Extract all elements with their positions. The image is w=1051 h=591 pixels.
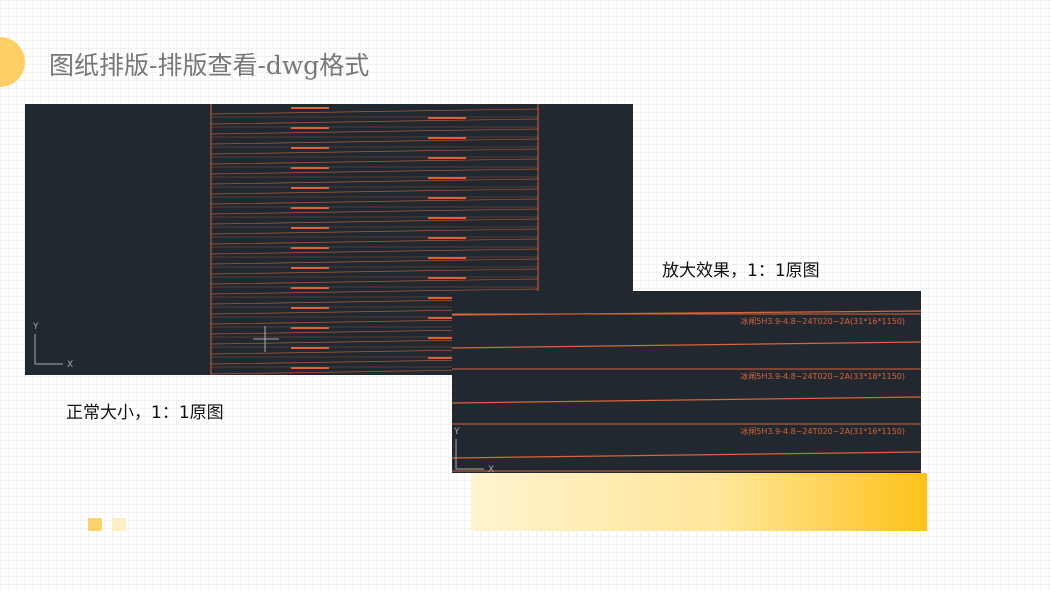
cad-text-label: 冰闸5H3.9-4.8~24T020~2A(33*18*1150) <box>740 371 905 381</box>
cad-line <box>210 268 539 275</box>
cad-label-mark <box>291 167 329 169</box>
cad-label-mark <box>291 347 329 349</box>
cad-line <box>210 108 539 115</box>
cad-label-mark <box>428 257 466 259</box>
cad-label-mark <box>428 177 466 179</box>
cad-label-mark <box>428 277 466 279</box>
cad-label-mark <box>291 287 329 289</box>
decorative-square <box>112 518 126 531</box>
cad-line <box>452 341 921 349</box>
cad-label-mark <box>291 307 329 309</box>
axis-y-label: Y <box>32 322 39 332</box>
cad-text-label: 冰闸5H3.9-4.8~24T020~2A(31*16*1150) <box>740 316 905 326</box>
axis-y-label: Y <box>453 427 460 437</box>
crosshair-cursor-icon <box>253 326 279 352</box>
cad-label-mark <box>291 267 329 269</box>
cad-label-mark <box>428 157 466 159</box>
cad-canvas-zoomed: 冰闸5H3.9-4.8~24T020~2A(31*16*1150) 冰闸5H3.9… <box>452 310 921 473</box>
cad-line <box>210 148 539 155</box>
cad-label-mark <box>428 237 466 239</box>
cad-label-mark <box>291 207 329 209</box>
cad-label-mark <box>428 357 466 359</box>
cad-line <box>210 208 539 215</box>
page-title: 图纸排版-排版查看-dwg格式 <box>49 51 370 80</box>
caption-zoomed: 放大效果，1：1原图 <box>662 261 820 281</box>
axis-x-label: X <box>488 465 494 473</box>
cad-label-mark <box>428 337 466 339</box>
cad-label-mark <box>291 247 329 249</box>
caption-normal: 正常大小，1：1原图 <box>66 403 224 423</box>
cad-label-mark <box>428 317 466 319</box>
cad-label-mark <box>291 107 329 109</box>
cad-label-mark <box>291 227 329 229</box>
decorative-gradient-box <box>471 473 927 531</box>
cad-label-mark <box>428 217 466 219</box>
cad-label-mark <box>291 147 329 149</box>
cad-line <box>210 248 539 255</box>
cad-label-mark <box>428 117 466 119</box>
cad-line <box>210 258 539 265</box>
cad-line <box>210 238 539 245</box>
cad-drawing-zoomed[interactable]: 冰闸5H3.9-4.8~24T020~2A(31*16*1150) 冰闸5H3.9… <box>452 291 921 473</box>
cad-line <box>210 218 539 225</box>
axis-x-label: X <box>67 360 73 370</box>
cad-line <box>210 138 539 145</box>
decorative-circle <box>0 37 25 87</box>
cad-line <box>210 118 539 125</box>
cad-label-mark <box>291 367 329 369</box>
cad-line <box>210 178 539 185</box>
cad-line <box>210 288 539 295</box>
cad-label-mark <box>428 297 466 299</box>
ucs-axis-icon <box>455 439 484 470</box>
cad-label-mark <box>428 137 466 139</box>
cad-line <box>210 198 539 205</box>
cad-line <box>452 396 921 404</box>
cad-label-mark <box>291 187 329 189</box>
cad-line <box>210 228 539 235</box>
cad-canvas-normal: YX <box>32 104 539 375</box>
cad-line <box>210 158 539 165</box>
cad-label-mark <box>291 327 329 329</box>
cad-line <box>210 188 539 195</box>
cad-line <box>210 128 539 135</box>
cad-line <box>452 451 921 459</box>
cad-label-mark <box>291 127 329 129</box>
ucs-axis-icon <box>34 334 63 365</box>
cad-line <box>210 168 539 175</box>
drawing-sheet-border <box>210 104 539 375</box>
cad-line <box>210 278 539 285</box>
cad-text-label: 冰闸5H3.9-4.8~24T020~2A(31*16*1150) <box>740 426 905 436</box>
cad-label-mark <box>428 197 466 199</box>
decorative-square <box>88 518 102 531</box>
